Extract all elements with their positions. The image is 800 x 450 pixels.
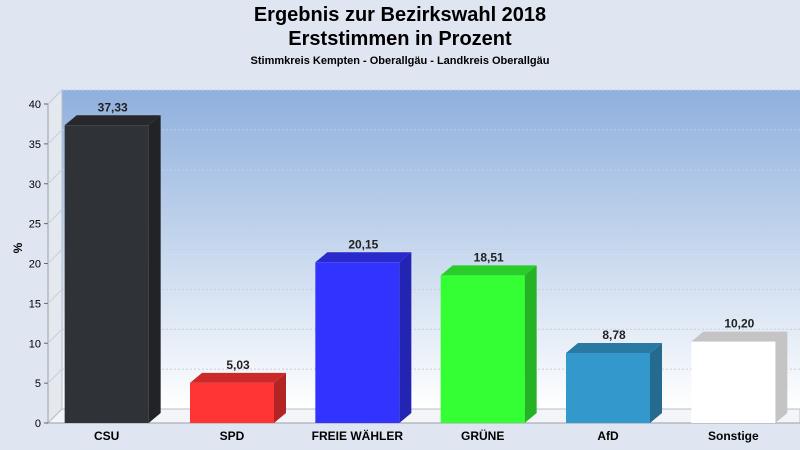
- floor: [46, 408, 800, 424]
- bar-1: [190, 372, 286, 423]
- y-tick-label: 10: [29, 338, 41, 350]
- data-label: 8,78: [602, 328, 626, 342]
- y-tick-label: 40: [29, 99, 41, 111]
- x-tick-label: GRÜNE: [461, 428, 504, 443]
- bar-side: [524, 265, 537, 423]
- data-label: 37,33: [98, 100, 128, 114]
- bar-4: [566, 342, 662, 423]
- bar-front: [190, 382, 274, 423]
- x-tick-label: CSU: [94, 429, 119, 443]
- chart-sub-subtitle: Stimmkreis Kempten - Oberallgäu - Landkr…: [250, 55, 550, 67]
- bar-front: [691, 341, 776, 423]
- gridline-side: [47, 368, 63, 384]
- gridline-side: [47, 209, 63, 224]
- bar-side: [399, 252, 412, 423]
- bar-side: [650, 342, 662, 423]
- y-tick-label: 5: [35, 378, 41, 390]
- y-tick-label: 35: [29, 139, 41, 151]
- bar-0: [64, 115, 161, 424]
- bars-layer: [64, 115, 788, 424]
- gridline-side: [47, 249, 63, 264]
- bar-side: [148, 115, 161, 424]
- gridline-side: [47, 89, 63, 105]
- x-tick-label: FREIE WÄHLER: [312, 428, 404, 443]
- bar-top: [64, 115, 161, 126]
- data-label: 10,20: [724, 317, 754, 331]
- x-tick-label: Sonstige: [708, 429, 759, 443]
- gridline-side: [47, 328, 63, 344]
- data-label: 5,03: [226, 358, 250, 372]
- gridline-side: [47, 169, 63, 185]
- data-label: 20,15: [348, 237, 378, 251]
- y-tick-label: 0: [35, 418, 41, 430]
- y-tick-label: 30: [29, 179, 41, 191]
- bar-top: [190, 372, 286, 383]
- bar-side: [274, 372, 286, 423]
- gridline-side: [47, 129, 63, 145]
- bar-top: [440, 265, 537, 276]
- bar-front: [64, 125, 149, 424]
- bar-front: [566, 352, 650, 423]
- bar-front: [315, 262, 400, 423]
- chart-subtitle: Erststimmen in Prozent: [288, 28, 512, 50]
- bar-top: [315, 252, 412, 263]
- bar-3: [440, 265, 537, 423]
- bar-front: [440, 275, 525, 423]
- grid-layer: [47, 89, 800, 384]
- bar-top: [691, 331, 788, 342]
- data-label: 18,51: [474, 250, 504, 264]
- x-tick-label: SPD: [220, 429, 245, 443]
- labels-layer: 0 5 10 15 20 25 30 35 40% 37,33 CSU 5,03 SPD 20,15 FRE…: [11, 99, 759, 443]
- y-tick-label: 20: [29, 259, 41, 271]
- chart-title: Ergebnis zur Bezirkswahl 2018: [253, 4, 547, 26]
- y-axis-label: %: [11, 242, 25, 253]
- x-tick-label: AfD: [597, 429, 619, 443]
- bar-5: [691, 331, 788, 423]
- bar-side: [775, 331, 788, 423]
- bar-2: [315, 252, 412, 423]
- gridline-side: [47, 289, 63, 304]
- y-tick-label: 15: [29, 298, 41, 310]
- bar-top: [566, 342, 662, 353]
- y-tick-label: 25: [29, 219, 41, 231]
